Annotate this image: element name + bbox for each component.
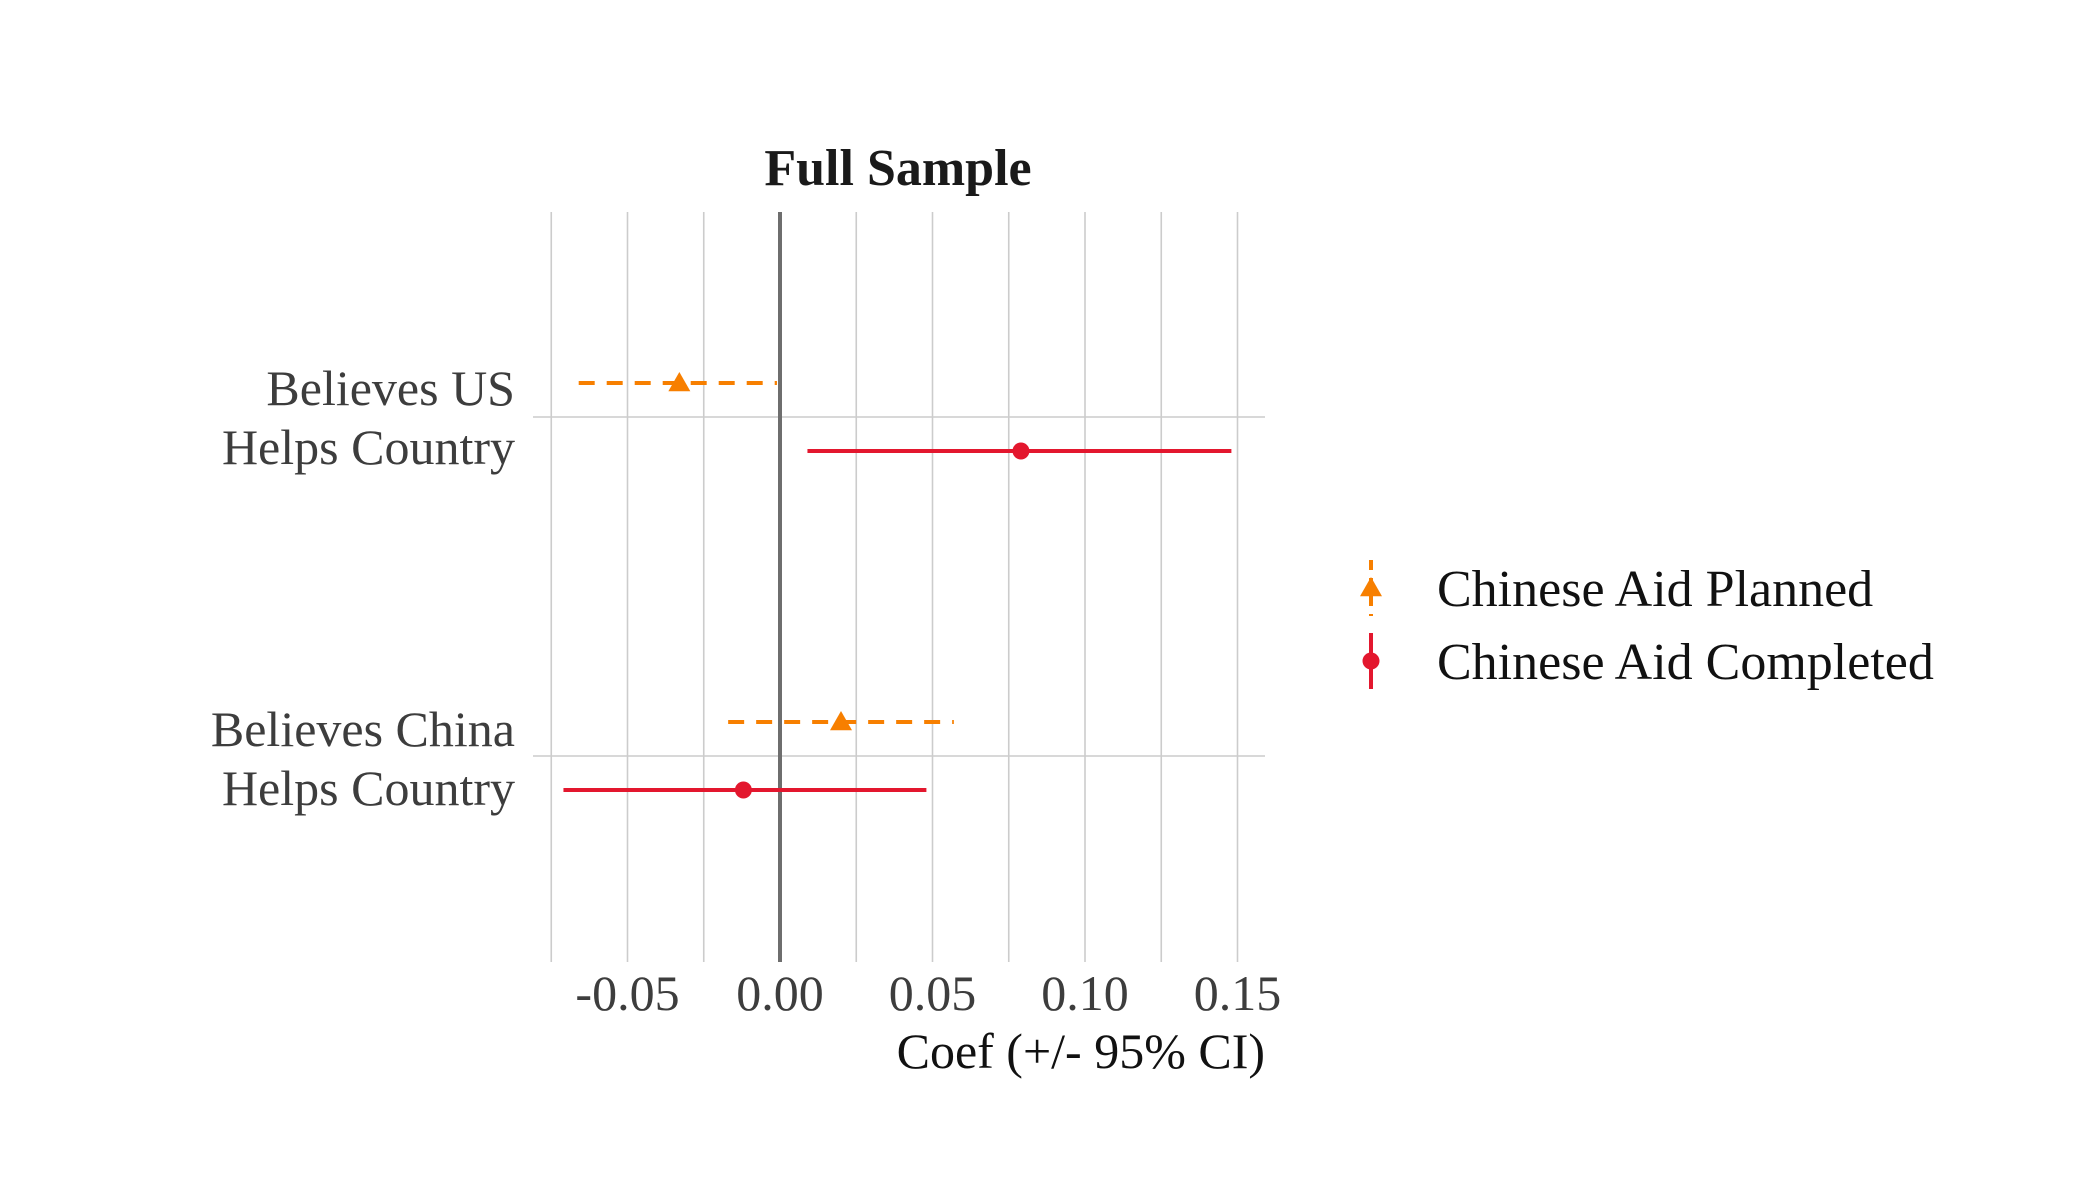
category-label-china-line1: Believes China (211, 701, 515, 757)
x-tick-label: 0.00 (736, 965, 824, 1021)
x-axis-title: Coef (+/- 95% CI) (897, 1023, 1265, 1079)
legend: Chinese Aid Planned Chinese Aid Complete… (1360, 560, 1934, 691)
category-label-us-line1: Believes US (266, 360, 515, 416)
legend-label-completed: Chinese Aid Completed (1437, 634, 1934, 691)
point-estimate (734, 781, 752, 799)
legend-key-completed (1362, 633, 1380, 689)
y-axis-labels: Believes US Helps Country Believes China… (211, 360, 515, 816)
grid-layer (533, 212, 1265, 962)
x-tick-label: 0.10 (1041, 965, 1129, 1021)
point-estimate (1012, 442, 1030, 460)
legend-label-planned: Chinese Aid Planned (1437, 561, 1873, 618)
point-estimate (668, 372, 691, 392)
point-estimate (830, 711, 852, 731)
x-axis-tick-labels: -0.05 0.00 0.05 0.10 0.15 (575, 965, 1281, 1021)
x-tick-label: 0.05 (889, 965, 977, 1021)
legend-key-planned (1360, 560, 1382, 616)
category-label-china-line2: Helps Country (222, 760, 515, 816)
x-tick-label: -0.05 (575, 965, 679, 1021)
marks-layer (563, 372, 1232, 799)
legend-key-marker (1362, 652, 1380, 670)
chart-title: Full Sample (764, 140, 1031, 197)
category-label-us-line2: Helps Country (222, 419, 515, 475)
legend-key-marker (1360, 577, 1382, 597)
x-tick-label: 0.15 (1194, 965, 1282, 1021)
